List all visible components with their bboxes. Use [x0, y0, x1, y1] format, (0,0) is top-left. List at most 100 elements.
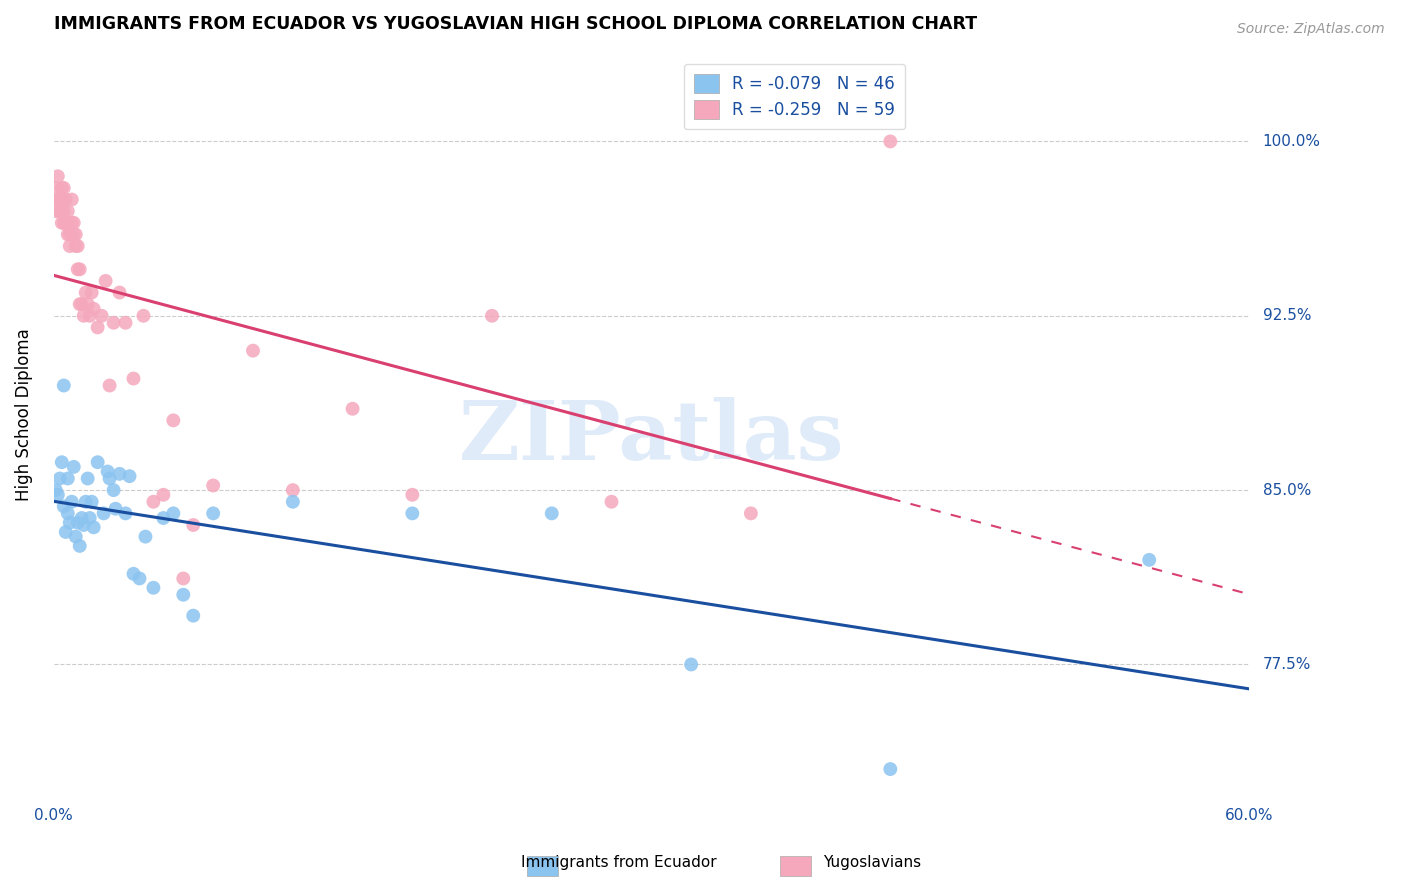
- Point: [62, 216, 84, 230]
- Point: [281, 483, 304, 497]
- Point: [97, 465, 120, 479]
- Point: [114, 316, 136, 330]
- Point: [94, 274, 117, 288]
- Point: [56, 216, 79, 230]
- Point: [83, 520, 105, 534]
- Point: [162, 507, 184, 521]
- Point: [122, 566, 145, 581]
- Point: [52, 181, 75, 195]
- Point: [114, 507, 136, 521]
- Point: [86, 320, 108, 334]
- Point: [80, 494, 103, 508]
- Point: [879, 135, 901, 149]
- Point: [65, 239, 87, 253]
- Point: [600, 494, 623, 508]
- Text: 92.5%: 92.5%: [1263, 309, 1312, 323]
- Point: [55, 193, 77, 207]
- Text: IMMIGRANTS FROM ECUADOR VS YUGOSLAVIAN HIGH SCHOOL DIPLOMA CORRELATION CHART: IMMIGRANTS FROM ECUADOR VS YUGOSLAVIAN H…: [53, 15, 977, 33]
- Point: [281, 494, 304, 508]
- Point: [66, 262, 89, 277]
- Point: [56, 227, 79, 242]
- Text: 77.5%: 77.5%: [1263, 657, 1310, 672]
- Point: [79, 511, 101, 525]
- Point: [51, 455, 73, 469]
- Text: Immigrants from Ecuador: Immigrants from Ecuador: [520, 855, 717, 870]
- Point: [134, 530, 156, 544]
- Point: [73, 309, 96, 323]
- Point: [55, 216, 77, 230]
- Point: [75, 285, 97, 300]
- Point: [65, 227, 87, 242]
- Point: [172, 571, 194, 585]
- Point: [51, 181, 73, 195]
- Point: [56, 471, 79, 485]
- Point: [59, 227, 82, 242]
- Point: [128, 571, 150, 585]
- Point: [45, 181, 67, 195]
- Point: [51, 216, 73, 230]
- Point: [93, 507, 115, 521]
- Point: [740, 507, 762, 521]
- Point: [98, 471, 121, 485]
- Point: [142, 581, 165, 595]
- Point: [49, 193, 72, 207]
- Point: [69, 262, 91, 277]
- Point: [202, 478, 225, 492]
- Point: [69, 297, 91, 311]
- Point: [142, 494, 165, 508]
- Point: [181, 518, 204, 533]
- Point: [342, 401, 364, 416]
- Point: [98, 378, 121, 392]
- Point: [60, 216, 83, 230]
- Point: [56, 507, 79, 521]
- Point: [62, 227, 84, 242]
- Point: [66, 516, 89, 530]
- Point: [83, 301, 105, 316]
- Point: [76, 297, 98, 311]
- Point: [540, 507, 562, 521]
- Point: [103, 483, 125, 497]
- Point: [152, 511, 174, 525]
- Point: [66, 239, 89, 253]
- Point: [681, 657, 703, 672]
- Point: [60, 193, 83, 207]
- Y-axis label: High School Diploma: High School Diploma: [15, 328, 32, 501]
- Point: [181, 608, 204, 623]
- Point: [49, 471, 72, 485]
- Point: [242, 343, 264, 358]
- Point: [55, 524, 77, 539]
- Point: [65, 530, 87, 544]
- Point: [45, 204, 67, 219]
- Point: [52, 500, 75, 514]
- Point: [70, 297, 93, 311]
- Point: [481, 309, 503, 323]
- Text: ZIPatlas: ZIPatlas: [458, 397, 844, 476]
- Point: [1137, 553, 1160, 567]
- Point: [879, 762, 901, 776]
- Text: 100.0%: 100.0%: [1263, 134, 1320, 149]
- Point: [49, 204, 72, 219]
- Point: [52, 204, 75, 219]
- Point: [56, 204, 79, 219]
- Point: [46, 169, 69, 184]
- Point: [162, 413, 184, 427]
- Point: [86, 455, 108, 469]
- Point: [104, 501, 127, 516]
- Text: 60.0%: 60.0%: [1225, 808, 1272, 823]
- Point: [70, 511, 93, 525]
- Point: [73, 518, 96, 533]
- Point: [118, 469, 141, 483]
- Point: [69, 539, 91, 553]
- Point: [90, 309, 112, 323]
- Point: [152, 488, 174, 502]
- Point: [51, 193, 73, 207]
- Text: 85.0%: 85.0%: [1263, 483, 1310, 498]
- Point: [108, 285, 131, 300]
- Point: [401, 488, 423, 502]
- Point: [172, 588, 194, 602]
- Point: [59, 516, 82, 530]
- Point: [122, 371, 145, 385]
- Point: [80, 285, 103, 300]
- Point: [59, 239, 82, 253]
- Point: [46, 193, 69, 207]
